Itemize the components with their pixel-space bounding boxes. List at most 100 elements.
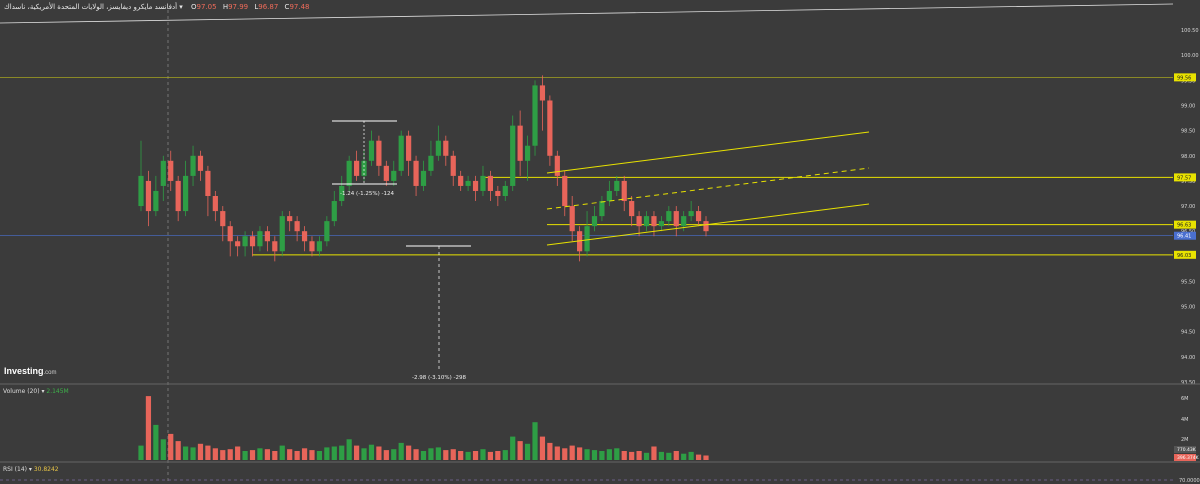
price-label-box	[1174, 73, 1196, 82]
volume-bar	[487, 451, 494, 460]
price-label-text: 96.41	[1177, 234, 1191, 240]
volume-bar	[175, 441, 181, 460]
candle-body	[316, 241, 323, 252]
y-axis-tick: 99.50	[1181, 78, 1195, 84]
candle-body	[458, 175, 464, 186]
investing-logo: Investing.com	[4, 366, 57, 376]
volume-value: 2.145M	[46, 388, 69, 395]
candle-body	[153, 190, 159, 212]
candle-body	[235, 241, 241, 247]
volume-bar	[272, 451, 278, 460]
candle-body	[175, 180, 181, 212]
volume-bar	[368, 444, 375, 460]
price-label-box	[1174, 173, 1196, 182]
y-axis-tick: 94.50	[1181, 330, 1195, 336]
candle-body	[532, 85, 538, 146]
volume-label-box	[1174, 446, 1196, 453]
candle-body	[554, 155, 560, 176]
candle-body	[524, 145, 531, 161]
volume-bar	[510, 436, 516, 460]
volume-bar	[450, 449, 456, 460]
volume-axis-tick: 4M	[1181, 417, 1189, 423]
price-label-box	[1174, 250, 1196, 259]
candle-body	[257, 231, 263, 247]
symbol-title[interactable]: أدفانسد مايكرو ديفايسز، الولايات المتحدة…	[4, 3, 178, 11]
volume-bar	[651, 446, 657, 460]
volume-bar	[666, 452, 672, 460]
y-axis-tick: 100.00	[1181, 53, 1199, 59]
volume-panel-label[interactable]: Volume (20) ▾ 2.145M	[3, 388, 69, 395]
candle-body	[398, 135, 404, 171]
candle-body	[606, 190, 612, 202]
volume-bar	[599, 451, 605, 460]
volume-bar	[629, 451, 635, 460]
candle-body	[227, 226, 233, 242]
volume-bar	[212, 448, 218, 460]
candle-body	[406, 135, 412, 161]
volume-bar	[703, 455, 709, 460]
candle-body	[510, 125, 516, 186]
volume-axis-tick: 2M	[1181, 437, 1189, 443]
volume-bar	[606, 449, 612, 460]
candle-body	[376, 140, 382, 166]
volume-bar	[435, 447, 441, 460]
candle-body	[666, 211, 672, 222]
volume-bar	[591, 450, 598, 460]
chart-header: أدفانسد مايكرو ديفايسز، الولايات المتحدة…	[4, 3, 313, 11]
volume-bar	[584, 449, 590, 460]
volume-bar	[168, 433, 174, 460]
candle-body	[301, 231, 308, 242]
dropdown-icon[interactable]: ▾	[179, 3, 183, 11]
volume-bar	[443, 450, 449, 460]
volume-bar	[554, 446, 560, 460]
volume-bar	[160, 439, 166, 460]
candle-body	[212, 196, 218, 212]
candle-body	[562, 175, 568, 207]
candle-body	[673, 211, 679, 227]
volume-bar	[383, 450, 389, 460]
rsi-value: 30.8242	[33, 466, 59, 473]
volume-bar	[205, 445, 211, 460]
y-axis-tick: 95.00	[1181, 305, 1195, 311]
candle-body	[220, 211, 226, 227]
candle-body	[383, 165, 389, 181]
volume-bar	[301, 448, 308, 460]
price-label-box	[1174, 231, 1196, 240]
candle-body	[138, 175, 144, 207]
candle-body	[643, 216, 650, 227]
volume-bar	[532, 422, 538, 460]
volume-bar	[688, 451, 694, 460]
candle-body	[658, 221, 664, 227]
price-label-box	[1174, 220, 1196, 229]
annotation-label-1: -1.24 (-1.25%) -124	[340, 191, 394, 197]
volume-bar	[138, 445, 144, 460]
candle-body	[183, 175, 189, 212]
candle-body	[435, 140, 441, 156]
volume-bar	[695, 454, 702, 460]
volume-bar	[346, 439, 352, 460]
open-value: 97.05	[196, 3, 217, 11]
volume-bar	[517, 441, 523, 460]
candle-body	[584, 226, 590, 252]
rsi-panel-label[interactable]: RSI (14) ▾ 30.8242	[3, 466, 59, 473]
rsi-axis-tick: 70.0000	[1179, 478, 1200, 484]
candle-body	[681, 216, 687, 227]
volume-bar	[376, 446, 382, 460]
candle-body	[309, 241, 315, 252]
candle-body	[145, 180, 152, 212]
candle-body	[324, 221, 330, 242]
candle-body	[353, 160, 360, 176]
candle-body	[428, 155, 434, 171]
volume-bar	[658, 451, 664, 460]
volume-bar	[145, 396, 152, 460]
volume-bar	[287, 449, 293, 460]
price-label-text: 96.03	[1177, 253, 1191, 259]
volume-label: 396.374K	[1177, 455, 1200, 461]
candle-body	[465, 180, 471, 186]
candle-body	[443, 140, 449, 156]
candle-body	[703, 221, 709, 232]
y-axis-tick: 93.50	[1181, 380, 1195, 386]
close-value: 97.48	[289, 3, 310, 11]
